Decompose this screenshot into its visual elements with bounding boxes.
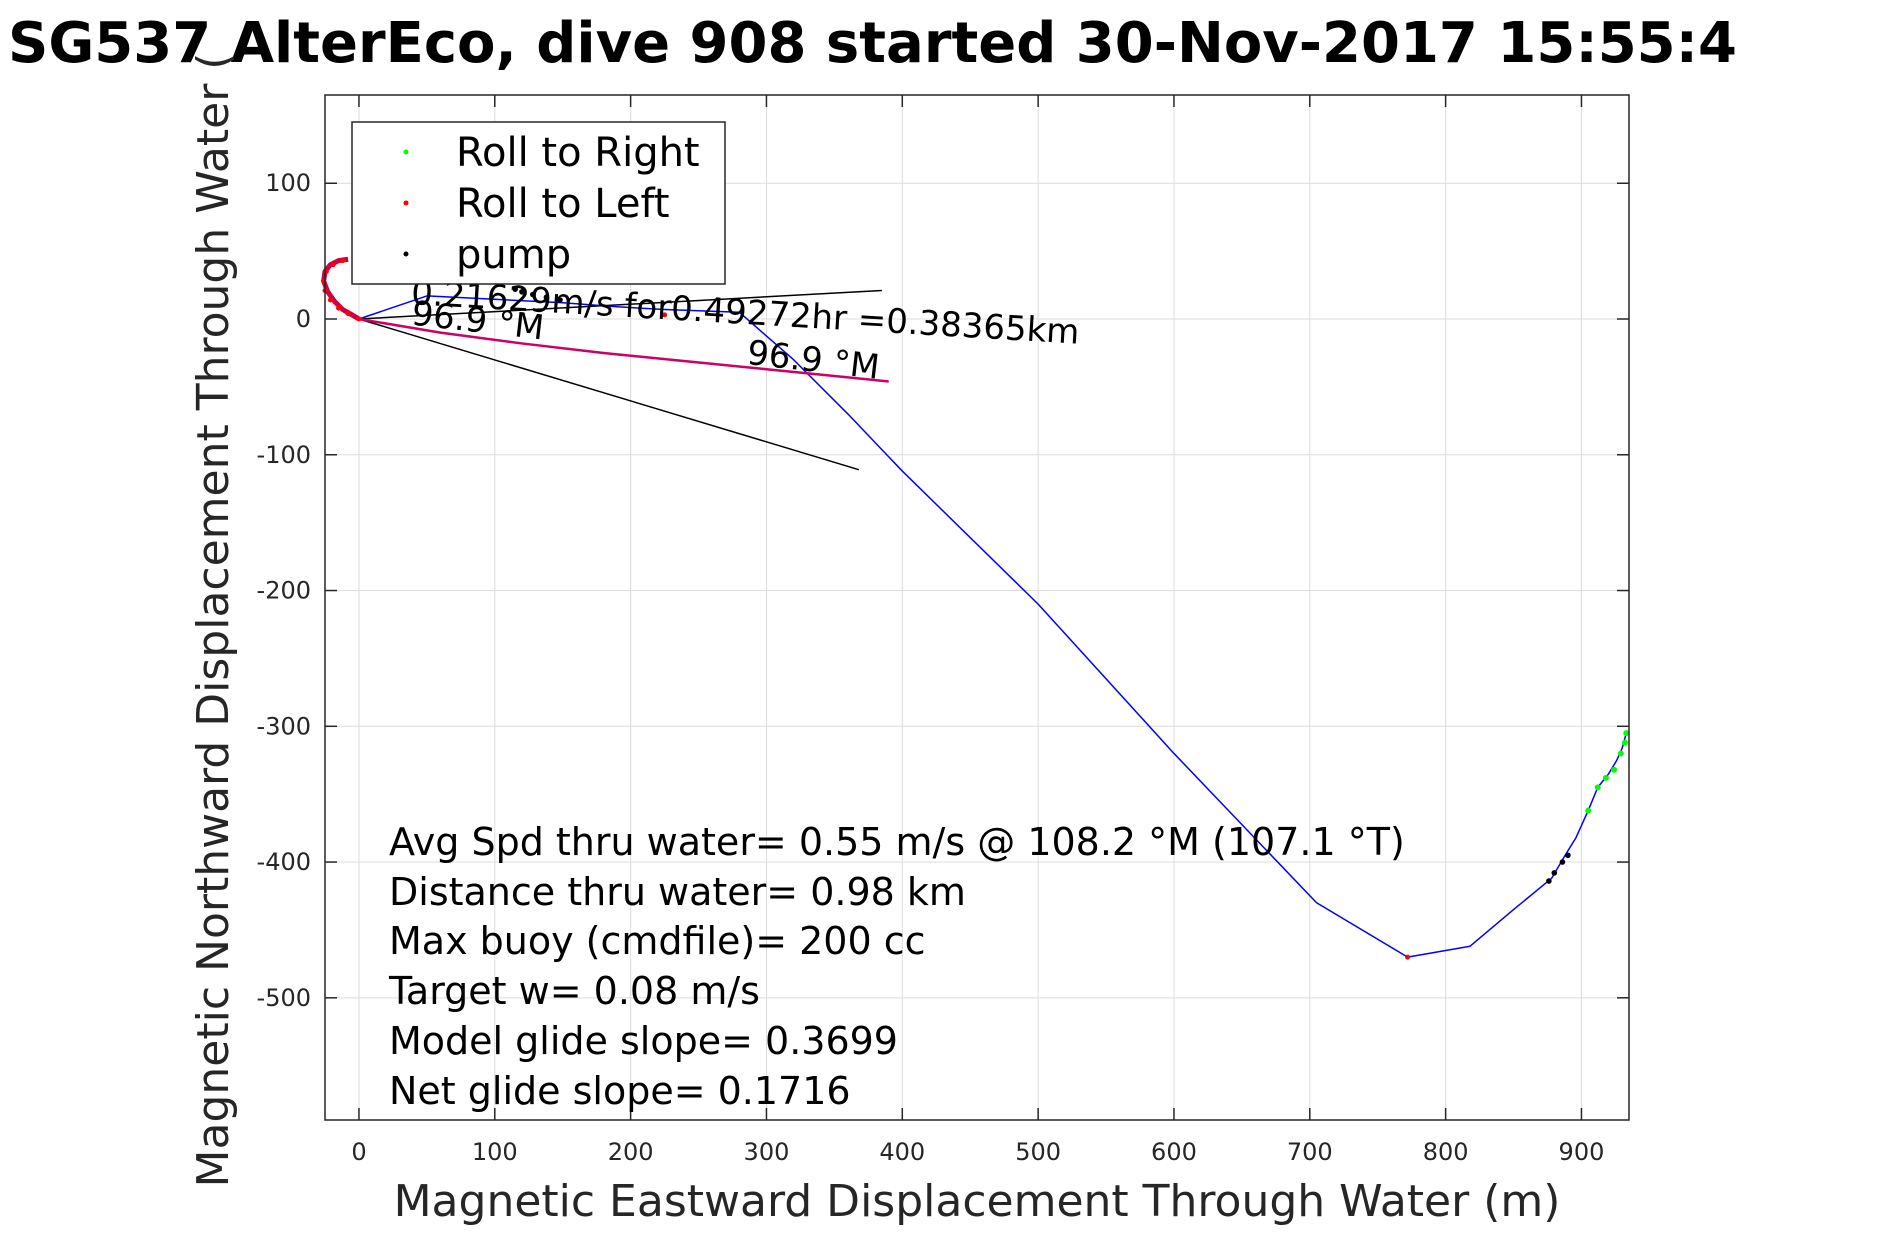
pump-point (512, 286, 518, 292)
pump-point (530, 291, 536, 298)
y-tick-label: -300 (257, 712, 311, 740)
roll-right-point (1602, 774, 1609, 781)
plot-frame (324, 94, 1630, 1121)
x-axis-label: Magnetic Eastward Displacement Through W… (394, 1176, 1561, 1227)
y-axis-label: Magnetic Northward Displacement Through … (188, 53, 239, 1188)
reference-line (358, 318, 860, 471)
ticks: 0 100 200 300 400 500 600 700 800 9001000-100-200… (257, 95, 1629, 1166)
roll-left-point (1405, 954, 1411, 960)
roll-left-point (356, 316, 362, 322)
roll-left-point (336, 305, 342, 311)
roll-right-point (1617, 750, 1624, 757)
legend-label-pump: pump (456, 232, 571, 278)
x-tick-label: 900 (1559, 1138, 1605, 1166)
stat-avg-speed: Avg Spd thru water= 0.55 m/s @ 108.2 °M … (389, 820, 1405, 864)
pump-point (543, 294, 550, 301)
reference-lines (358, 289, 882, 471)
roll-right-point (1594, 784, 1601, 791)
stat-model-glide: Model glide slope= 0.3699 (389, 1019, 898, 1063)
y-tick-label: 0 (296, 305, 311, 333)
x-tick-label: 100 (472, 1138, 518, 1166)
chart-title: SG537 AlterEco, dive 908 started 30-Nov-… (8, 11, 1737, 76)
y-tick-label: -400 (257, 848, 311, 876)
stat-target-w: Target w= 0.08 m/s (388, 969, 760, 1013)
stat-net-glide: Net glide slope= 0.1716 (389, 1069, 851, 1113)
x-tick-label: 0 (351, 1138, 366, 1166)
legend-marker-pump (403, 251, 409, 257)
roll-left-point (662, 312, 668, 318)
x-tick-label: 700 (1287, 1138, 1333, 1166)
pump-point (519, 289, 525, 295)
pump-point (1551, 870, 1558, 876)
x-tick-label: 800 (1423, 1138, 1469, 1166)
roll-right-point (1611, 766, 1618, 773)
legend-label-roll-left: Roll to Left (456, 181, 670, 227)
legend-label-roll-right: Roll to Right (456, 130, 700, 176)
pump-point (1546, 878, 1552, 884)
x-tick-label: 400 (879, 1138, 925, 1166)
roll-right-point (1621, 739, 1628, 746)
roll-left-segment (358, 317, 889, 383)
y-tick-label: -100 (257, 441, 311, 469)
legend: Roll to Right Roll to Left pump (351, 121, 726, 285)
stats-block: Avg Spd thru water= 0.55 m/s @ 108.2 °M … (388, 820, 1405, 1113)
roll-right-point (1585, 807, 1592, 814)
markers (321, 258, 1630, 960)
pump-point (1559, 859, 1566, 865)
roll-left-point (345, 311, 351, 317)
pump-point (1565, 852, 1571, 859)
pump-point (557, 297, 563, 303)
y-tick-label: -500 (257, 984, 311, 1012)
roll-left-point (340, 258, 346, 264)
x-tick-label: 300 (744, 1138, 790, 1166)
x-tick-label: 200 (608, 1138, 654, 1166)
roll-left-point (327, 297, 333, 303)
reference-line (358, 289, 882, 320)
stat-distance: Distance thru water= 0.98 km (389, 870, 966, 914)
y-tick-label: 100 (265, 169, 311, 197)
legend-box (351, 121, 726, 285)
x-tick-label: 600 (1151, 1138, 1197, 1166)
legend-marker-roll-left (403, 200, 409, 206)
x-tick-label: 500 (1015, 1138, 1061, 1166)
y-tick-label: -200 (257, 577, 311, 605)
roll-right-point (1623, 730, 1630, 737)
legend-marker-roll-right (403, 149, 409, 155)
stat-max-buoy: Max buoy (cmdfile)= 200 cc (389, 919, 926, 963)
roll-left-point (330, 262, 336, 268)
